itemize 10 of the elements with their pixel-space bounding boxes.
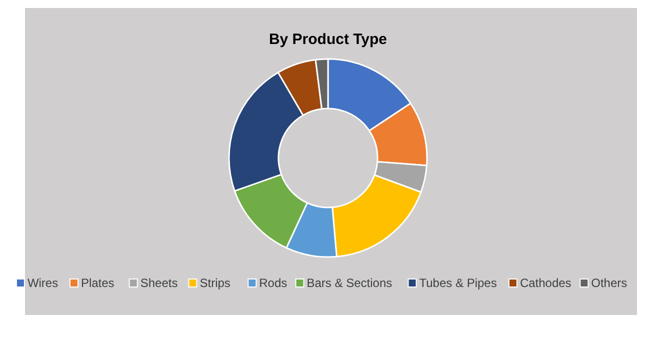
legend-label: Tubes & Pipes [419, 276, 497, 290]
legend-label: Others [591, 276, 628, 290]
legend-label: Rods [259, 276, 288, 290]
legend-label: Bars & Sections [306, 276, 392, 290]
chart-title: By Product Type [268, 31, 388, 48]
legend-label: Strips [200, 276, 230, 290]
legend-label: Cathodes [520, 276, 572, 290]
legend-label: Sheets [140, 276, 178, 290]
legend-label: Plates [80, 276, 114, 290]
legend-label: Wires [27, 276, 58, 290]
